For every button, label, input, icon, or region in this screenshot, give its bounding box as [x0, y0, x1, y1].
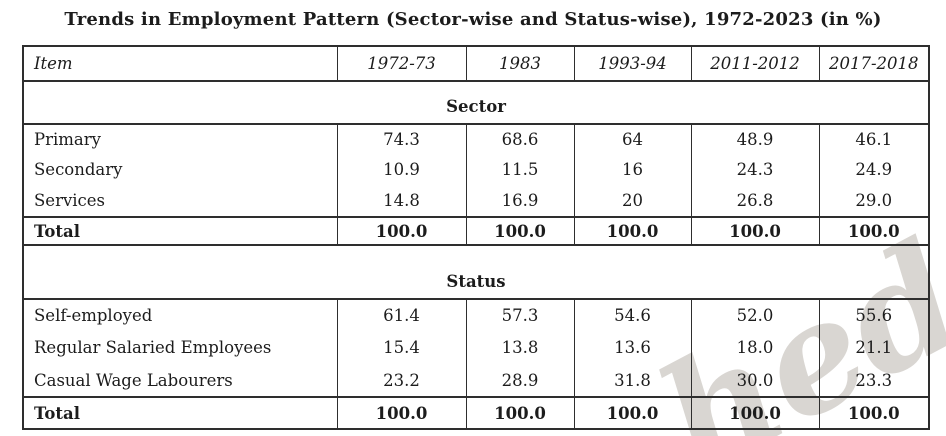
cell-value: 23.2: [336, 364, 466, 397]
cell-value: 13.6: [573, 331, 691, 364]
cell-value: 54.6: [573, 299, 691, 331]
row-label: Total: [23, 396, 337, 430]
cell-value: 10.9: [336, 154, 466, 184]
col-header-2017-2018: 2017-2018: [818, 46, 929, 82]
total-row-status: Total 100.0 100.0 100.0 100.0 100.0: [23, 396, 929, 430]
cell-value: 100.0: [818, 216, 929, 246]
section-header-status: Status: [23, 245, 929, 300]
section-label: Sector: [23, 81, 929, 125]
cell-value: 16.9: [465, 184, 574, 217]
cell-value: 18.0: [690, 331, 819, 364]
cell-value: 100.0: [465, 216, 574, 246]
row-label: Regular Salaried Employees: [34, 338, 272, 357]
cell-value: 16: [573, 154, 691, 184]
cell-value: 100.0: [573, 216, 691, 246]
cell-value: 100.0: [573, 396, 691, 430]
col-header-2011-2012: 2011-2012: [690, 46, 819, 82]
cell-value: 13.8: [465, 331, 574, 364]
employment-table: Item 1972-73 1983 1993-94 2011-2012 2017…: [22, 45, 930, 430]
cell-value: 11.5: [465, 154, 574, 184]
row-label: Services: [34, 190, 106, 210]
col-header-1972-73: 1972-73: [336, 46, 466, 82]
cell-value: 28.9: [465, 364, 574, 397]
cell-value: 55.6: [818, 299, 929, 331]
row-label: Secondary: [34, 159, 123, 179]
cell-value: 100.0: [690, 216, 819, 246]
cell-value: 15.4: [336, 331, 466, 364]
cell-value: 30.0: [690, 364, 819, 397]
cell-value: 20: [573, 184, 691, 217]
cell-value: 68.6: [465, 124, 574, 154]
cell-value: 31.8: [573, 364, 691, 397]
col-header-1983: 1983: [465, 46, 574, 82]
cell-value: 14.8: [336, 184, 466, 217]
cell-value: 100.0: [818, 396, 929, 430]
cell-value: 74.3: [336, 124, 466, 154]
col-header-item: Item: [23, 46, 337, 82]
section-label: Status: [23, 245, 929, 300]
row-label: Self-employed: [34, 306, 153, 325]
row-label: Casual Wage Labourers: [34, 370, 233, 390]
cell-value: 46.1: [818, 124, 929, 154]
table-row-primary: Primary 74.3 68.6 64 48.9 46.1: [23, 124, 929, 154]
cell-value: 57.3: [465, 299, 574, 331]
cell-value: 26.8: [690, 184, 819, 217]
header-row: Item 1972-73 1983 1993-94 2011-2012 2017…: [23, 46, 929, 82]
cell-value: 21.1: [818, 331, 929, 364]
cell-value: 64: [573, 124, 691, 154]
cell-value: 61.4: [336, 299, 466, 331]
cell-value: 24.3: [690, 154, 819, 184]
table-row-secondary: Secondary 10.9 11.5 16 24.3 24.9: [23, 154, 929, 184]
cell-value: 100.0: [336, 216, 466, 246]
col-header-1993-94: 1993-94: [573, 46, 691, 82]
table-row-services: Services 14.8 16.9 20 26.8 29.0: [23, 184, 929, 217]
table-row-casual-wage: Casual Wage Labourers 23.2 28.9 31.8 30.…: [23, 364, 929, 397]
row-label: Total: [23, 216, 337, 246]
cell-value: 100.0: [465, 396, 574, 430]
cell-value: 100.0: [336, 396, 466, 430]
cell-value: 23.3: [818, 364, 929, 397]
section-header-sector: Sector: [23, 81, 929, 125]
table-row-self-employed: Self-employed 61.4 57.3 54.6 52.0 55.6: [23, 299, 929, 331]
cell-value: 29.0: [818, 184, 929, 217]
row-label: Primary: [34, 130, 101, 149]
cell-value: 100.0: [690, 396, 819, 430]
total-row-sector: Total 100.0 100.0 100.0 100.0 100.0: [23, 216, 929, 246]
table-row-regular-salaried: Regular Salaried Employees 15.4 13.8 13.…: [23, 331, 929, 364]
cell-value: 52.0: [690, 299, 819, 331]
table-title: Trends in Employment Pattern (Sector-wis…: [64, 9, 882, 30]
cell-value: 24.9: [818, 154, 929, 184]
cell-value: 48.9: [690, 124, 819, 154]
